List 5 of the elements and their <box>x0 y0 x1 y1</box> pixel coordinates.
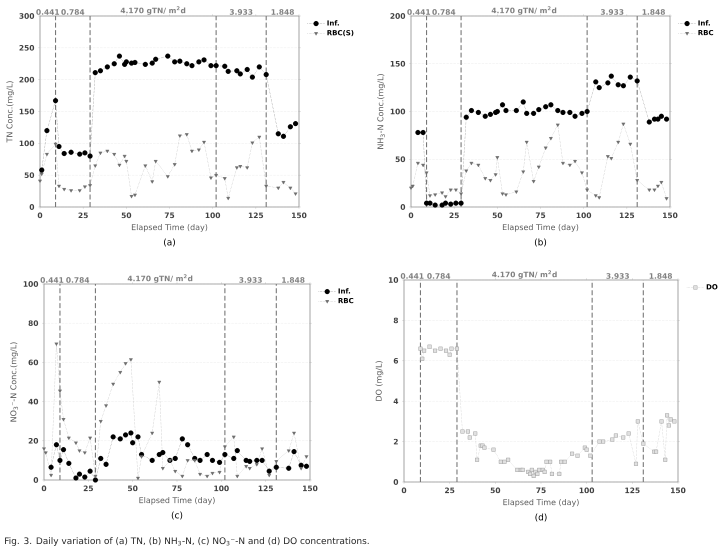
text: (a) <box>164 238 175 247</box>
caption: Fig. 3. Daily variation of (a) TN, (b) NH$_{3}$-N, (c) NO$_{3}$⁻-N and (d) DO concentrations. <box>5 537 369 546</box>
text: (c) <box>172 512 182 520</box>
text: (d) <box>535 514 547 522</box>
text: (b) <box>534 238 546 247</box>
